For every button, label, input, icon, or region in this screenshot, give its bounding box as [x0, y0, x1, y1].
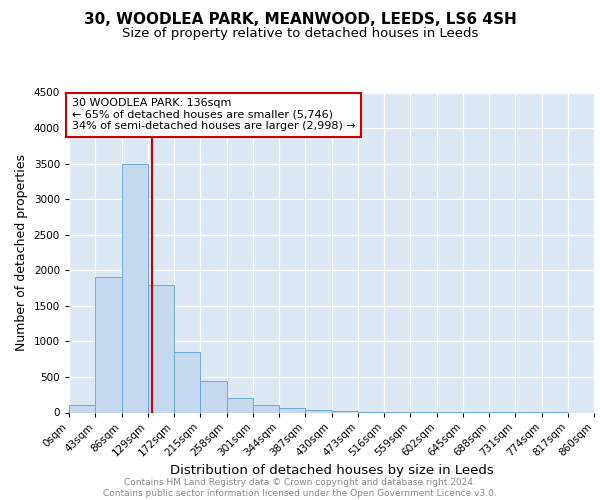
- Text: 30 WOODLEA PARK: 136sqm
← 65% of detached houses are smaller (5,746)
34% of semi: 30 WOODLEA PARK: 136sqm ← 65% of detache…: [72, 98, 356, 132]
- Bar: [200, 380, 227, 412]
- X-axis label: Distribution of detached houses by size in Leeds: Distribution of detached houses by size …: [170, 464, 493, 477]
- Bar: [174, 352, 200, 412]
- Bar: [95, 278, 121, 412]
- Text: Size of property relative to detached houses in Leeds: Size of property relative to detached ho…: [122, 28, 478, 40]
- Bar: [253, 404, 279, 412]
- Bar: [305, 410, 331, 412]
- Bar: [69, 406, 95, 412]
- Text: Contains HM Land Registry data © Crown copyright and database right 2024.
Contai: Contains HM Land Registry data © Crown c…: [103, 478, 497, 498]
- Bar: [148, 284, 174, 412]
- Text: 30, WOODLEA PARK, MEANWOOD, LEEDS, LS6 4SH: 30, WOODLEA PARK, MEANWOOD, LEEDS, LS6 4…: [83, 12, 517, 28]
- Bar: [227, 398, 253, 412]
- Bar: [121, 164, 148, 412]
- Y-axis label: Number of detached properties: Number of detached properties: [15, 154, 28, 351]
- Bar: [331, 411, 358, 412]
- Bar: [279, 408, 305, 412]
